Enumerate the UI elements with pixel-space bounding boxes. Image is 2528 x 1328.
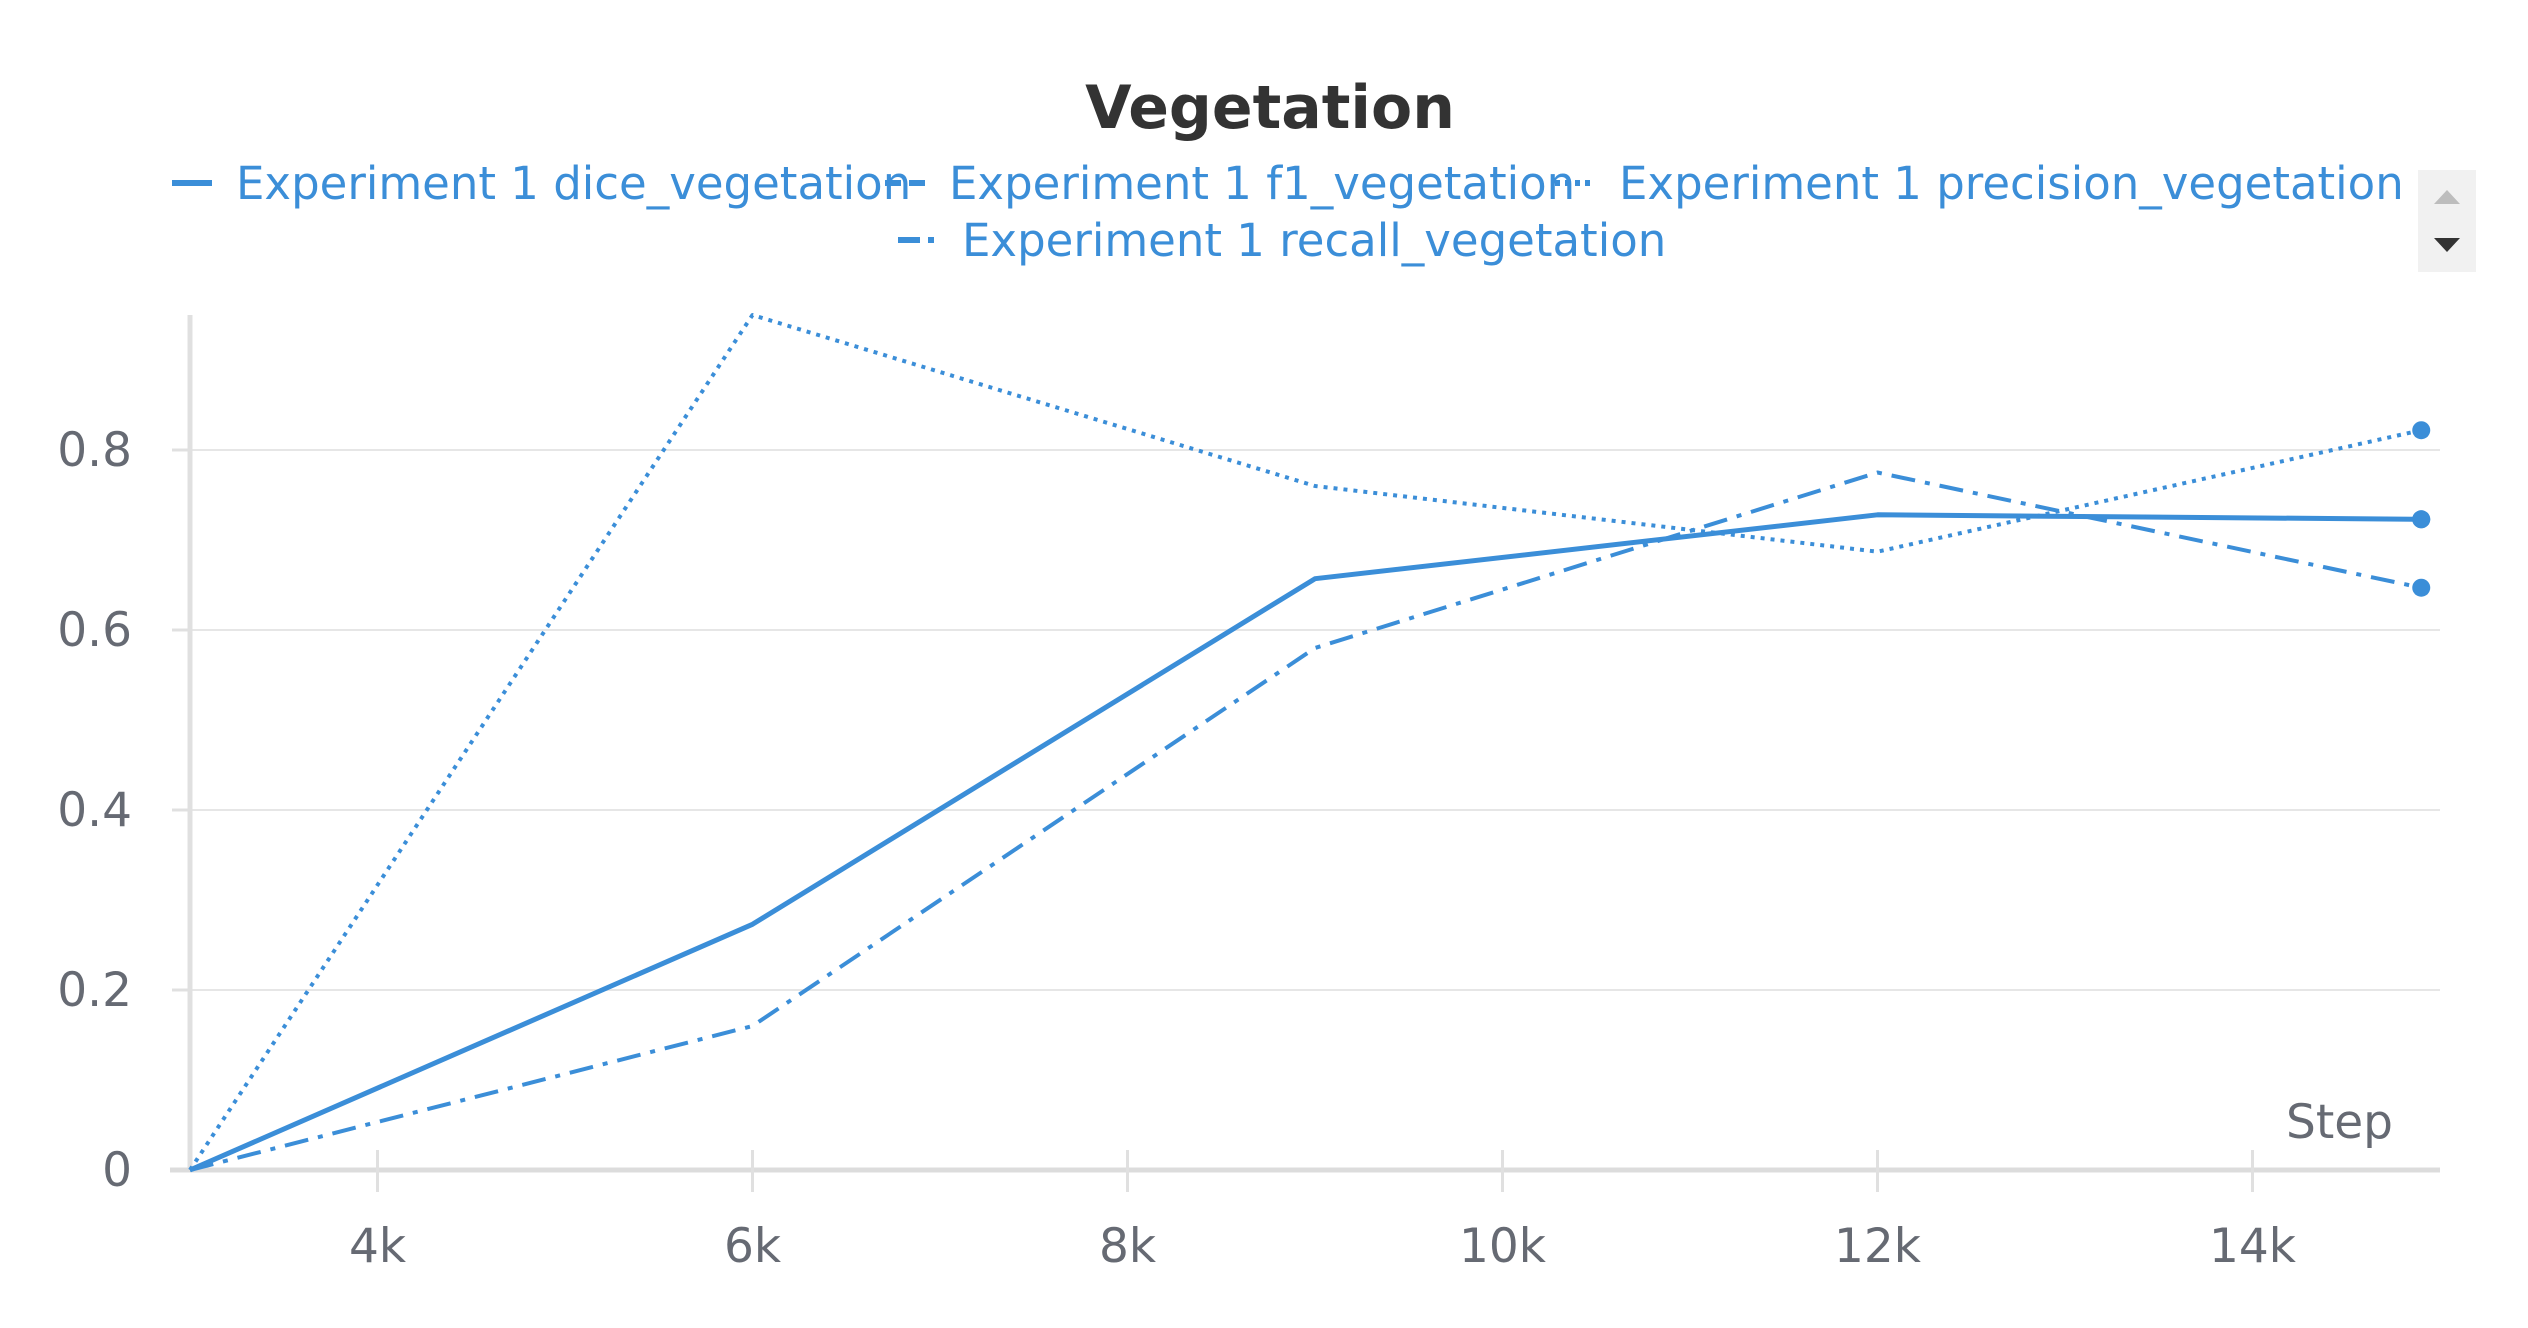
legend-item[interactable]: Experiment 1 precision_vegetation xyxy=(1555,157,2404,210)
plot-series xyxy=(188,313,2431,1173)
legend-label: Experiment 1 recall_vegetation xyxy=(962,214,1666,267)
x-tick-labels: 4k 6k 8k 10k 12k 14k xyxy=(349,1219,2297,1274)
x-tick-label: 14k xyxy=(2209,1219,2297,1274)
triangle-down-icon[interactable] xyxy=(2434,238,2460,252)
series-end-marker xyxy=(2412,510,2431,529)
legend-label: Experiment 1 dice_vegetation xyxy=(236,157,911,210)
legend-item[interactable]: Experiment 1 dice_vegetation xyxy=(172,157,911,210)
x-tick-label: 12k xyxy=(1834,1219,1922,1274)
legend-item[interactable]: Experiment 1 f1_vegetation xyxy=(885,157,1575,210)
x-tick-label: 8k xyxy=(1099,1219,1157,1274)
series-line-solid xyxy=(188,512,2422,1173)
y-tick-label: 0.8 xyxy=(57,423,132,478)
y-tick-label: 0.4 xyxy=(57,783,132,838)
series-end-marker xyxy=(2412,421,2431,440)
x-tick-label: 10k xyxy=(1459,1219,1547,1274)
series-line-dotted xyxy=(188,313,2422,1172)
y-tick-label: 0.6 xyxy=(57,603,132,658)
y-tick-label: 0.2 xyxy=(57,963,132,1018)
legend-label: Experiment 1 f1_vegetation xyxy=(949,157,1575,210)
legend-label: Experiment 1 precision_vegetation xyxy=(1619,157,2404,210)
legend: Experiment 1 dice_vegetation Experiment 1… xyxy=(172,157,2404,267)
chart-title: Vegetation xyxy=(1085,73,1455,143)
x-tick-label: 6k xyxy=(724,1219,782,1274)
y-tick-labels: 0 0.2 0.4 0.6 0.8 xyxy=(57,423,132,1198)
series-line-dashdot xyxy=(189,470,2422,1172)
series-end-marker xyxy=(2412,578,2431,597)
legend-scroll-track xyxy=(2418,170,2476,272)
triangle-up-icon[interactable] xyxy=(2434,190,2460,204)
legend-scroll[interactable] xyxy=(2418,170,2476,272)
x-tick-label: 4k xyxy=(349,1219,407,1274)
axes xyxy=(170,315,2440,1192)
grid xyxy=(172,448,2440,992)
legend-item[interactable]: Experiment 1 recall_vegetation xyxy=(898,214,1666,267)
x-axis-label: Step xyxy=(2286,1095,2393,1150)
series-line-dashed xyxy=(189,512,2422,1172)
y-tick-label: 0 xyxy=(102,1143,132,1198)
